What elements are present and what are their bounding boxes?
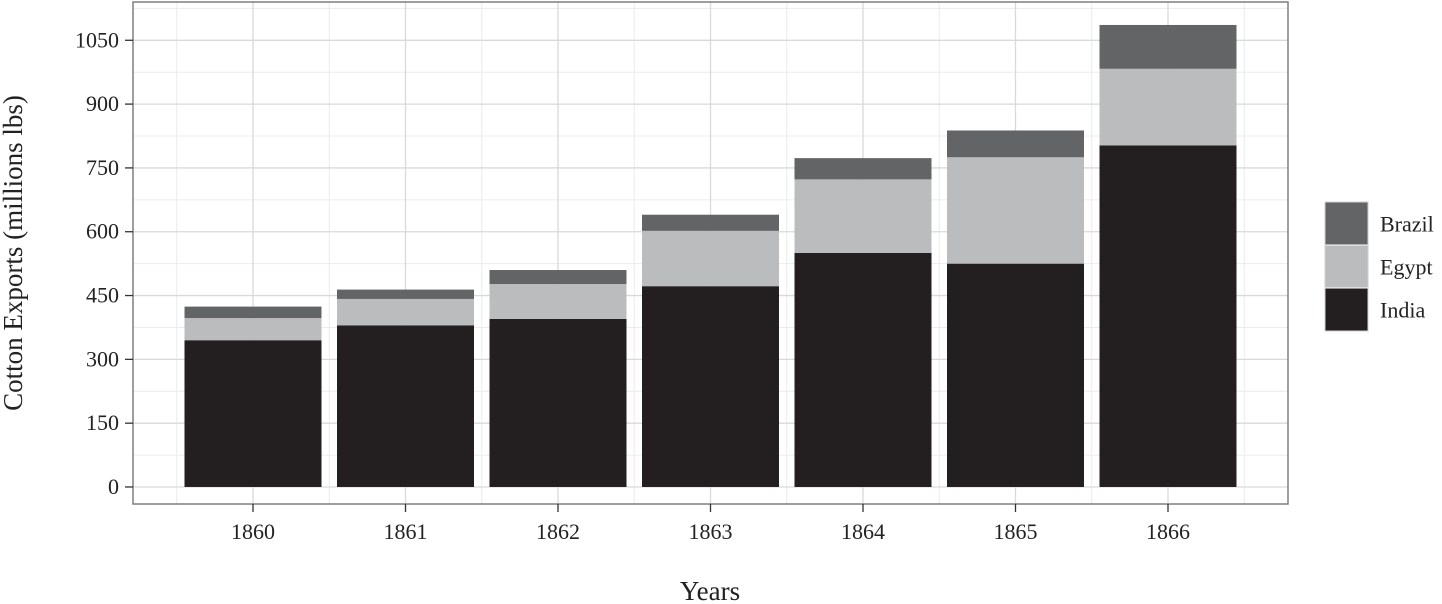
bar-segment-egypt-1860 — [184, 318, 322, 341]
bar-segment-egypt-1865 — [947, 157, 1084, 264]
x-axis-title: Years — [680, 576, 740, 604]
bar-segment-egypt-1863 — [642, 230, 779, 287]
bar-segment-india-1861 — [337, 325, 474, 487]
legend-key-brazil — [1324, 201, 1369, 246]
legend-label-brazil: Brazil — [1380, 212, 1434, 237]
x-tick-label: 1862 — [536, 519, 580, 544]
bar-segment-brazil-1865 — [947, 130, 1084, 158]
y-tick-label: 0 — [108, 474, 119, 499]
legend-key-egypt — [1324, 244, 1369, 289]
bar-segment-brazil-1862 — [489, 270, 627, 285]
bar-segment-india-1863 — [642, 286, 779, 487]
bar-segment-brazil-1866 — [1099, 24, 1237, 69]
y-tick-label: 1050 — [75, 27, 119, 52]
bar-segment-egypt-1862 — [489, 284, 627, 319]
bar-segment-india-1864 — [794, 253, 932, 487]
bars — [184, 24, 1237, 487]
bar-segment-egypt-1864 — [794, 179, 932, 253]
y-tick-label: 900 — [86, 91, 119, 116]
y-tick-label: 300 — [86, 346, 119, 371]
x-tick-label: 1864 — [841, 519, 885, 544]
legend: Brazil Egypt India — [1324, 201, 1434, 332]
legend-label-egypt: Egypt — [1380, 255, 1433, 280]
y-tick-label: 150 — [86, 410, 119, 435]
x-tick-label: 1865 — [994, 519, 1038, 544]
x-tick-label: 1861 — [384, 519, 428, 544]
x-tick-label: 1866 — [1146, 519, 1190, 544]
x-tick-label: 1860 — [231, 519, 275, 544]
bar-segment-brazil-1860 — [184, 306, 322, 319]
bar-segment-egypt-1861 — [337, 298, 474, 326]
y-tick-label: 750 — [86, 155, 119, 180]
bar-segment-india-1865 — [947, 263, 1084, 487]
legend-frame — [1324, 201, 1369, 332]
bar-segment-egypt-1866 — [1099, 68, 1237, 146]
bar-segment-brazil-1864 — [794, 158, 932, 180]
y-axis-title: Cotton Exports (millions lbs) — [0, 95, 28, 411]
y-tick-label: 450 — [86, 283, 119, 308]
legend-label-india: India — [1380, 298, 1425, 323]
bar-segment-india-1866 — [1099, 145, 1237, 487]
bar-segment-india-1860 — [184, 340, 322, 487]
bar-segment-brazil-1863 — [642, 214, 779, 231]
x-tick-label: 1863 — [689, 519, 733, 544]
y-tick-label: 600 — [86, 219, 119, 244]
legend-key-india — [1324, 287, 1369, 332]
bar-segment-brazil-1861 — [337, 289, 474, 299]
axes: 0 150 300 450 600 750 900 1050 1860 1861 1862 1863 1… — [75, 27, 1190, 544]
bar-segment-india-1862 — [489, 318, 627, 487]
